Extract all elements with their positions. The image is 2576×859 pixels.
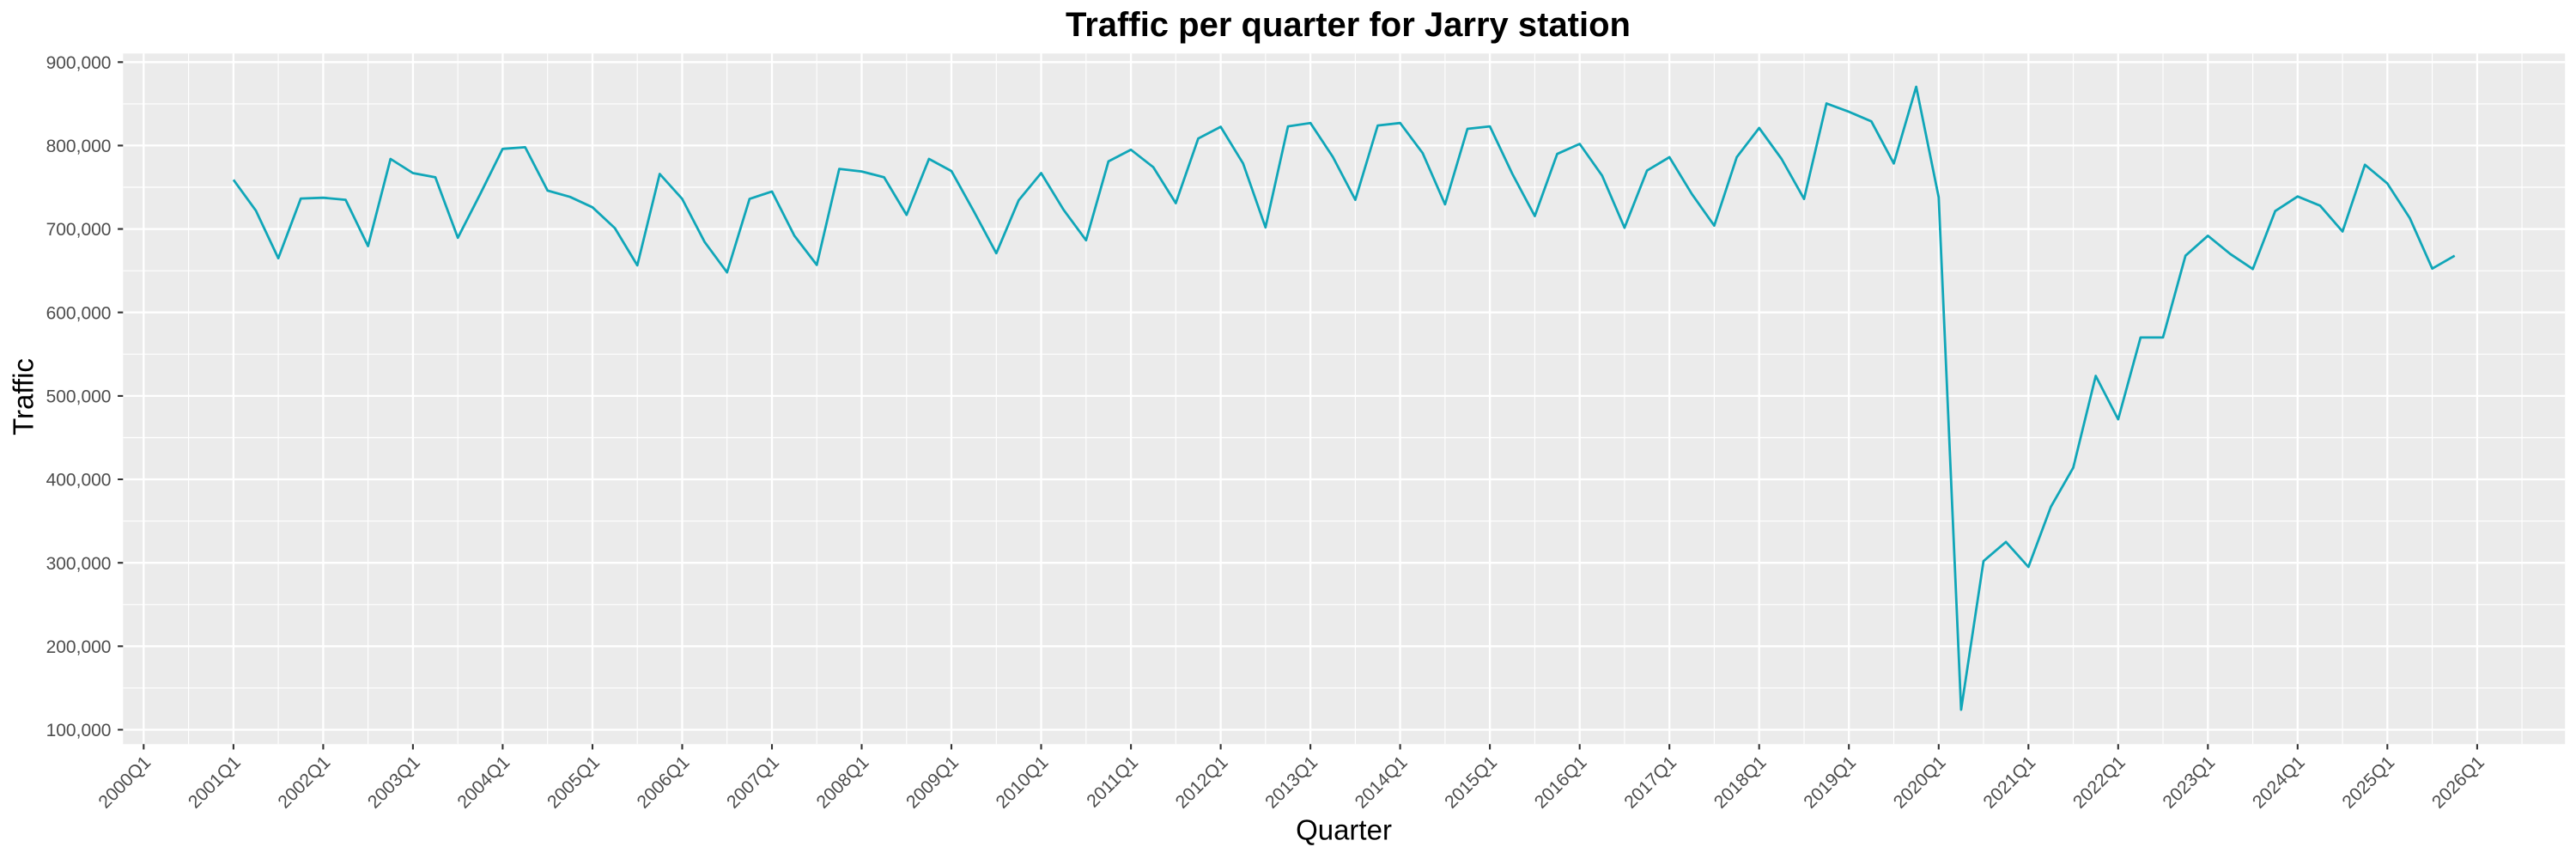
svg-text:400,000: 400,000 xyxy=(46,471,112,490)
svg-text:Traffic: Traffic xyxy=(8,358,39,436)
svg-text:900,000: 900,000 xyxy=(46,53,112,73)
svg-text:600,000: 600,000 xyxy=(46,303,112,323)
svg-text:500,000: 500,000 xyxy=(46,387,112,407)
svg-text:Quarter: Quarter xyxy=(1296,814,1392,846)
svg-text:200,000: 200,000 xyxy=(46,637,112,657)
svg-text:700,000: 700,000 xyxy=(46,220,112,240)
svg-text:100,000: 100,000 xyxy=(46,721,112,740)
svg-text:300,000: 300,000 xyxy=(46,554,112,574)
svg-text:Traffic per quarter for Jarry: Traffic per quarter for Jarry station xyxy=(1066,6,1631,44)
svg-text:800,000: 800,000 xyxy=(46,137,112,156)
